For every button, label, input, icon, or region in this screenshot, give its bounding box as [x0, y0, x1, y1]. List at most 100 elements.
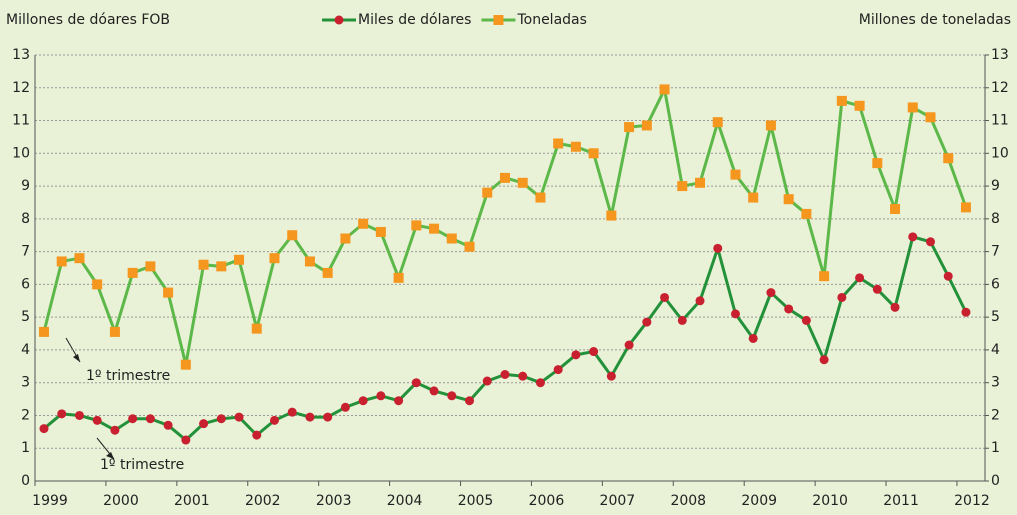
x-tick-label: 2004 [387, 493, 423, 509]
marker [499, 172, 510, 183]
marker [890, 204, 901, 215]
y-tick-label: 1 [21, 440, 30, 456]
legend-label: Miles de dólares [358, 12, 471, 28]
marker [624, 340, 634, 350]
marker [110, 425, 120, 435]
marker [660, 292, 670, 302]
marker [411, 220, 422, 231]
y2-tick-label: 7 [991, 244, 1000, 260]
y2-tick-label: 4 [991, 342, 1000, 358]
marker [819, 355, 829, 365]
marker [92, 279, 103, 290]
marker [234, 254, 245, 265]
marker [712, 117, 723, 128]
marker [322, 267, 333, 278]
marker [784, 304, 794, 314]
marker [375, 226, 386, 237]
marker [429, 223, 440, 234]
marker [960, 202, 971, 213]
y-tick-label: 10 [12, 145, 30, 161]
y-tick-label: 0 [21, 473, 30, 489]
arrowhead [106, 452, 114, 459]
marker [695, 177, 706, 188]
x-tick-label: 2009 [741, 493, 777, 509]
y2-axis-title: Millones de toneladas [859, 12, 1011, 28]
x-tick-label: 2001 [174, 493, 210, 509]
marker [340, 402, 350, 412]
marker [500, 370, 510, 379]
marker [748, 192, 759, 203]
y-tick-label: 2 [21, 407, 30, 423]
marker [606, 210, 617, 221]
marker [57, 409, 67, 419]
x-tick-label: 2000 [103, 493, 139, 509]
marker [145, 261, 156, 272]
marker [943, 271, 953, 281]
y2-tick-label: 5 [991, 309, 1000, 325]
marker [216, 414, 226, 424]
marker [589, 347, 599, 357]
y2-tick-label: 8 [991, 211, 1000, 227]
y2-tick-label: 12 [991, 80, 1009, 96]
marker [287, 230, 298, 241]
marker [128, 414, 138, 424]
y2-tick-label: 13 [991, 47, 1009, 63]
marker [92, 415, 102, 425]
marker [553, 138, 564, 149]
marker [677, 315, 687, 325]
marker [429, 386, 439, 396]
x-tick-label: 2006 [529, 493, 565, 509]
marker [801, 315, 811, 325]
x-tick-label: 2007 [600, 493, 636, 509]
y-axis-title: Millones de dóares FOB [6, 12, 170, 28]
marker [642, 317, 652, 327]
marker [482, 376, 492, 386]
marker [181, 435, 191, 445]
marker [518, 371, 528, 381]
marker [393, 272, 404, 283]
y2-tick-label: 10 [991, 145, 1009, 161]
legend-marker [493, 15, 504, 25]
marker [411, 378, 421, 388]
marker [837, 292, 847, 302]
marker [74, 410, 84, 420]
marker [925, 112, 936, 123]
y-tick-label: 9 [21, 178, 30, 194]
marker [872, 158, 883, 169]
marker [252, 430, 262, 440]
marker [641, 120, 652, 131]
marker [304, 256, 315, 267]
x-tick-label: 2012 [954, 493, 990, 509]
y-tick-label: 6 [21, 276, 30, 292]
marker [517, 177, 528, 188]
marker [854, 100, 865, 111]
marker [269, 415, 279, 425]
y2-tick-label: 6 [991, 276, 1000, 292]
marker [907, 102, 918, 113]
marker [695, 296, 705, 306]
marker [713, 243, 723, 253]
marker [251, 323, 262, 334]
y2-tick-label: 11 [991, 113, 1009, 129]
y-tick-label: 4 [21, 342, 30, 358]
marker [39, 424, 49, 434]
legend-marker [334, 15, 344, 25]
marker [819, 271, 830, 282]
marker [199, 419, 209, 429]
marker [269, 253, 280, 264]
marker [766, 288, 776, 298]
marker [465, 396, 475, 406]
marker [872, 284, 882, 294]
marker [216, 261, 227, 272]
marker [447, 391, 457, 401]
marker [748, 333, 758, 343]
marker [305, 412, 315, 422]
marker [358, 396, 368, 406]
marker [855, 273, 865, 283]
marker [926, 237, 935, 247]
marker [677, 181, 688, 192]
marker [234, 412, 244, 422]
marker [659, 84, 670, 95]
marker [908, 232, 918, 242]
